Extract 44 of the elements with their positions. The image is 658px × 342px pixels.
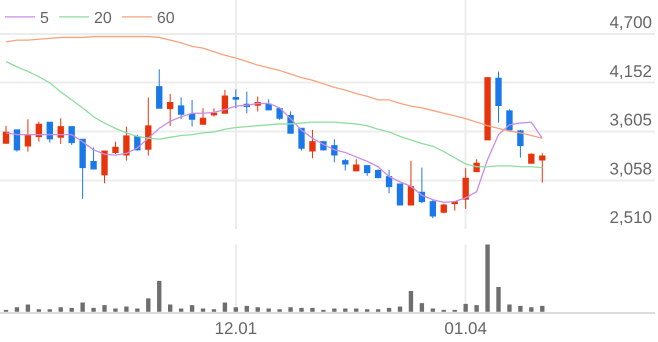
y-tick-label: 4,152 [609, 62, 652, 81]
bar [277, 309, 282, 312]
legend-label: 20 [94, 10, 112, 28]
y-tick-label: 3,058 [609, 159, 652, 178]
bar [540, 306, 544, 312]
bar [332, 308, 337, 312]
bar [376, 309, 380, 312]
bar [26, 304, 30, 312]
bar [288, 307, 293, 312]
bar [256, 307, 260, 312]
bar [408, 291, 414, 312]
bar [474, 305, 479, 312]
bar [430, 308, 436, 312]
bar [36, 309, 42, 312]
x-tick-label: 01.04 [444, 319, 487, 338]
bar [529, 307, 534, 312]
y-tick-label: 3,605 [609, 110, 652, 130]
bar [234, 307, 238, 312]
y-tick-label: 2,510 [609, 208, 652, 228]
bar [157, 280, 162, 312]
bar [58, 307, 63, 312]
bar [518, 306, 523, 312]
bar [364, 309, 370, 312]
bar [124, 306, 129, 312]
bar [266, 308, 271, 312]
legend-label: 5 [40, 10, 49, 28]
bar [146, 298, 150, 312]
x-tick-label: 12.01 [214, 319, 258, 338]
bar [222, 302, 228, 312]
bar [48, 309, 52, 312]
bar [135, 308, 140, 312]
bar [420, 303, 424, 312]
bar [485, 244, 490, 312]
bar [496, 286, 501, 312]
bar [168, 304, 172, 312]
bar [80, 302, 85, 312]
bar [343, 308, 348, 312]
bar [190, 305, 194, 312]
legend-label: 60 [156, 10, 175, 28]
bar [178, 308, 184, 312]
y-tick-label: 4,700 [609, 12, 652, 32]
bar [354, 308, 358, 312]
bar [463, 304, 468, 312]
bar [244, 306, 249, 312]
